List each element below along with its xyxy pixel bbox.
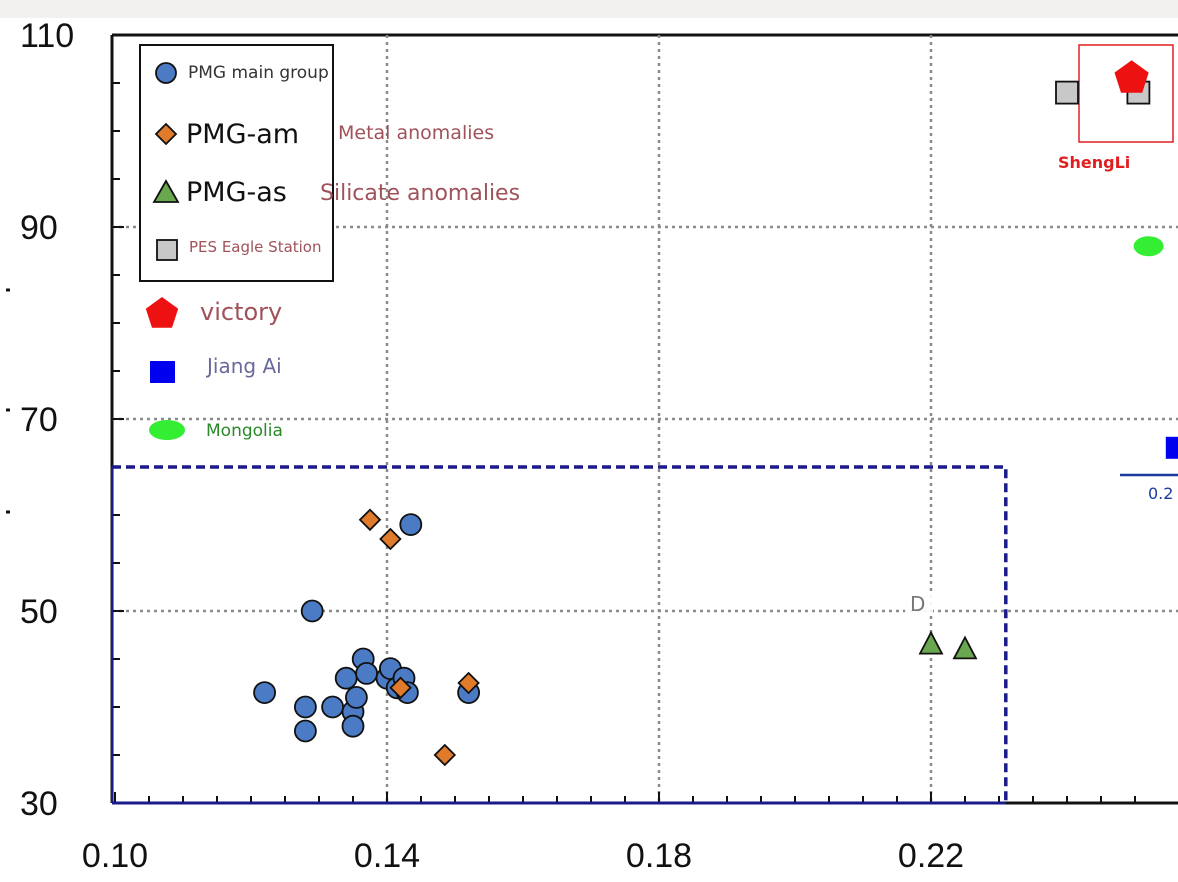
y-tick-label-70: 70 <box>20 401 58 439</box>
data-points <box>253 60 1178 767</box>
legend-label-pmg-as: PMG-as <box>186 177 287 208</box>
pmg-main-group-point-1 <box>293 695 317 719</box>
mongolia-point-0 <box>1133 236 1164 257</box>
annotation-0.2: 0.2 <box>1148 484 1173 503</box>
dashed-region-outline <box>112 465 1008 803</box>
pmg-am-point-0 <box>358 508 382 532</box>
pmg-main-group-point-8 <box>344 686 368 709</box>
legend-label-mongolia: Mongolia <box>206 421 283 441</box>
y-tick-label-30: 30 <box>20 785 58 823</box>
legend-marker-pmg-main-group <box>155 62 177 84</box>
annotation-shengli: ShengLi <box>1058 153 1130 172</box>
pmg-main-group-point-4 <box>321 695 345 719</box>
pmg-am-point-3 <box>433 743 457 767</box>
annotation-d-halo <box>905 591 933 615</box>
legend-label-pes-eagle-station: PES Eagle Station <box>189 238 322 256</box>
pmg-main-group-point-3 <box>300 599 324 623</box>
dashed-region-layer <box>111 465 1008 805</box>
legend-note-metal-anomalies: Metal anomalies <box>338 122 494 144</box>
legend-label-jiang-ai: Jiang Ai <box>205 354 282 378</box>
legend-label-pmg-main-group: PMG main group <box>188 63 329 83</box>
pmg-main-group-point-5 <box>334 666 358 690</box>
pmg-main-group-point-7 <box>341 714 365 738</box>
victory-point-0 <box>1114 60 1149 93</box>
x-tick-label-0: 0.10 <box>82 837 148 875</box>
legend-marker-pes-eagle-station <box>156 239 178 261</box>
legend-marker-pmg-as <box>152 179 180 203</box>
legend-label-victory: victory <box>200 298 282 326</box>
top-strip <box>0 0 1178 18</box>
legend-marker-jiang-ai <box>150 361 175 383</box>
pmg-as-point-1 <box>952 635 978 660</box>
pmg-main-group-point-16 <box>399 513 423 536</box>
x-tick-labels: 0.100.140.180.220 <box>82 837 964 875</box>
shengli-highlight-box <box>1078 44 1174 143</box>
legend-marker-mongolia <box>149 420 185 440</box>
x-tick-label-2: 0.18 <box>626 837 692 875</box>
pmg-as-point-0 <box>918 630 944 655</box>
x-tick-label-1: 0.14 <box>354 837 420 875</box>
pmg-main-group-point-0 <box>253 681 277 704</box>
y-tick-labels: 30 50 70 90 110 <box>20 17 74 823</box>
y-tick-label-90: 90 <box>20 209 58 247</box>
y-tick-label-110: 110 <box>20 17 74 55</box>
legend-marker-pmg-am <box>154 122 178 146</box>
pmg-main-group-point-2 <box>293 719 317 743</box>
legend-marker-victory <box>145 297 179 328</box>
pmg-am-point-4 <box>457 671 480 695</box>
pmg-am-point-1 <box>379 527 402 551</box>
pmg-am-point-2 <box>389 676 412 700</box>
pmg-main-group-point-10 <box>355 662 379 685</box>
x-tick-label-3: 0.22 <box>898 837 964 875</box>
y-tick-label-50: 50 <box>20 593 58 631</box>
annotation-d: D <box>910 592 925 616</box>
pes-eagle-station-point-0 <box>1055 80 1079 105</box>
legend-note-silicate-anomalies: Silicate anomalies <box>320 181 520 206</box>
legend-label-pmg-am: PMG-am <box>186 119 299 150</box>
jiang-ai-point-0 <box>1165 436 1178 459</box>
